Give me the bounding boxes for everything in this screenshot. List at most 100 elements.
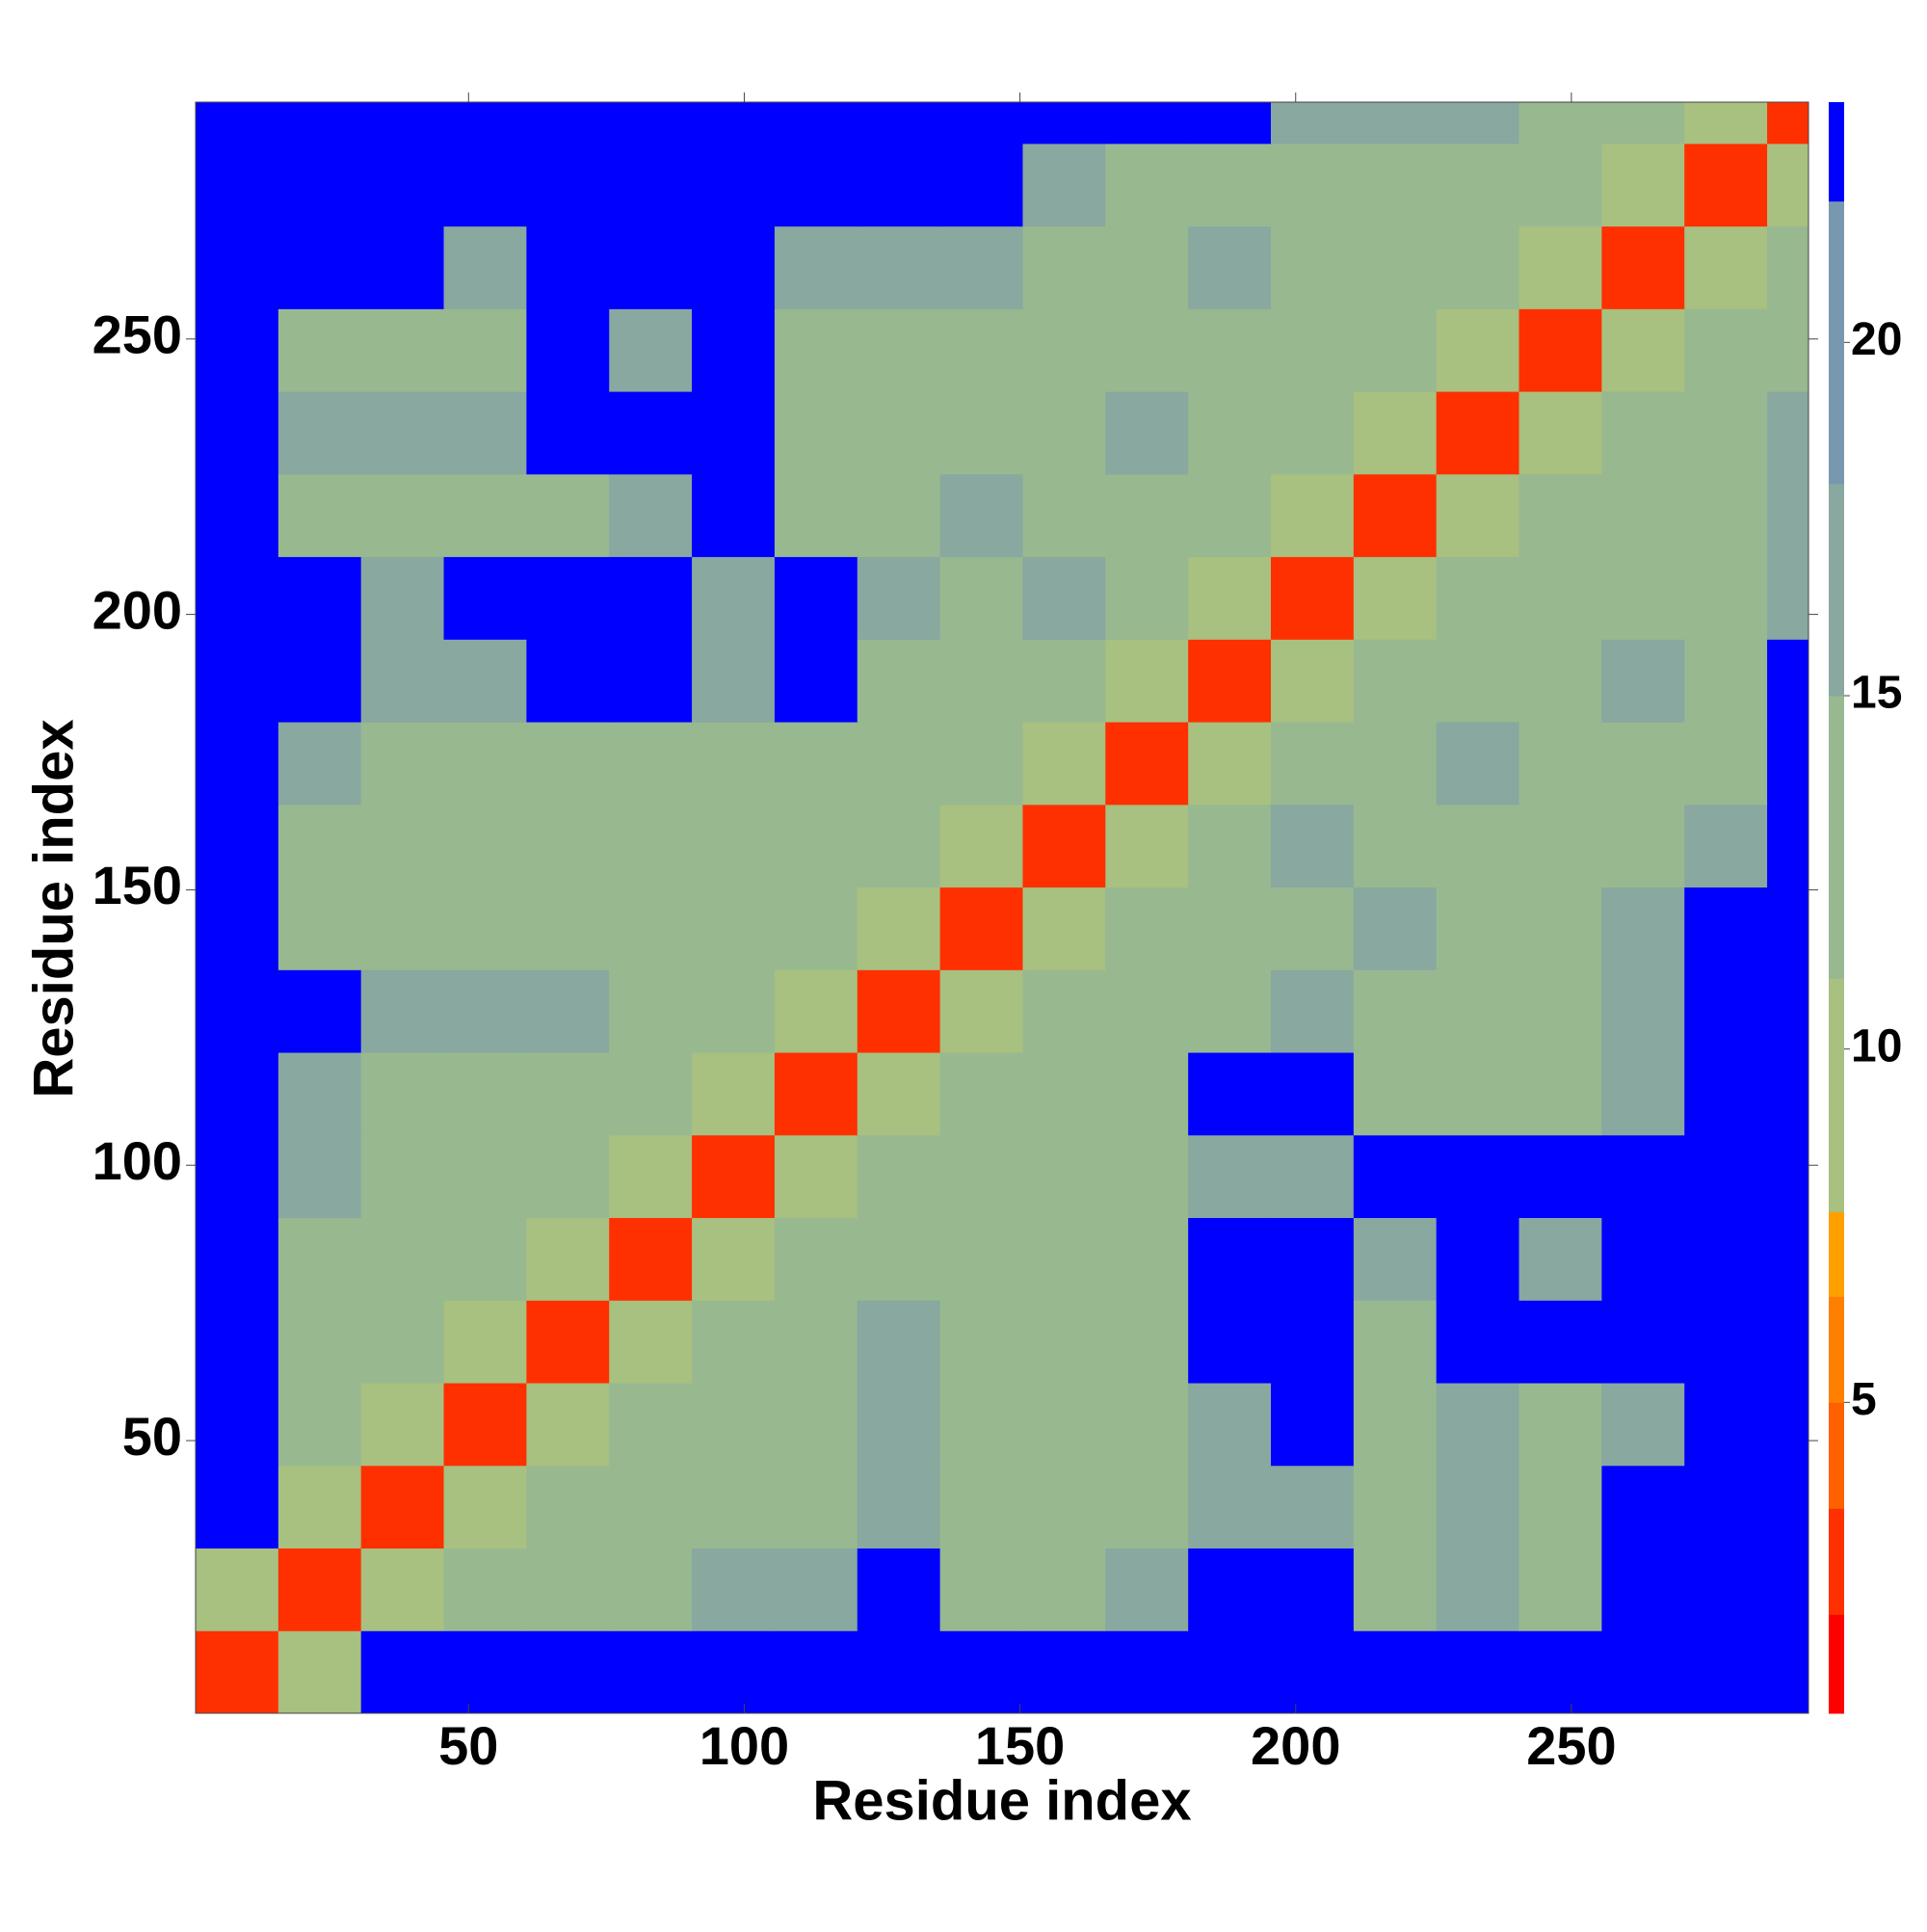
heat-cell <box>939 308 1023 392</box>
heat-cell <box>1188 308 1272 392</box>
heat-cell <box>1601 556 1685 640</box>
heat-cell <box>1353 1383 1438 1467</box>
heat-cell <box>196 556 279 640</box>
heat-cell <box>196 804 279 888</box>
heat-cell <box>939 473 1023 558</box>
heat-cell <box>857 473 941 558</box>
heat-cell <box>1436 1630 1520 1713</box>
heat-cell <box>774 887 858 970</box>
heat-cell <box>1105 804 1189 888</box>
heat-cell <box>443 1217 527 1301</box>
heat-cell <box>277 1548 362 1631</box>
heat-cell <box>774 1217 858 1301</box>
heat-cell <box>1022 473 1106 558</box>
heat-cell <box>1188 102 1272 145</box>
colorbar-tick-label: 10 <box>1851 1020 1902 1072</box>
heat-cell <box>1353 143 1438 227</box>
heat-cell <box>1105 143 1189 227</box>
heat-cell <box>1188 887 1272 970</box>
heat-cell <box>857 887 941 970</box>
heat-cell <box>857 102 941 145</box>
heat-cell <box>277 473 362 558</box>
heat-cell <box>1188 639 1272 723</box>
heat-cell <box>277 969 362 1053</box>
heat-cell <box>1767 1052 1808 1136</box>
heat-cell <box>443 1383 527 1467</box>
heat-cell <box>692 722 776 806</box>
heat-cell <box>774 1465 858 1549</box>
heat-cell <box>1271 1630 1355 1713</box>
heat-cell <box>1436 391 1520 475</box>
heat-cell <box>774 102 858 145</box>
heat-cell <box>1271 1465 1355 1549</box>
heat-cell <box>443 639 527 723</box>
heat-cell <box>360 804 445 888</box>
heat-cell <box>939 969 1023 1053</box>
colorbar-band <box>1829 102 1844 202</box>
heat-cell <box>443 969 527 1053</box>
heat-cell <box>609 473 693 558</box>
heat-cell <box>1767 102 1808 145</box>
heat-cell <box>443 1548 527 1631</box>
heat-cell <box>1767 225 1808 309</box>
heat-cell <box>774 391 858 475</box>
heat-cell <box>1684 639 1768 723</box>
heat-cell <box>1436 225 1520 309</box>
heat-cell <box>609 887 693 970</box>
colorbar-band <box>1829 200 1844 485</box>
heat-cell <box>1105 1548 1189 1631</box>
heat-cell <box>1271 143 1355 227</box>
heat-cell <box>1105 102 1189 145</box>
heat-cell <box>1022 308 1106 392</box>
heat-cell <box>1353 1217 1438 1301</box>
heat-cell <box>1105 887 1189 970</box>
heat-cell <box>1436 1383 1520 1467</box>
heat-cell <box>196 1300 279 1384</box>
heat-cell <box>1518 1383 1602 1467</box>
heat-cell <box>443 1052 527 1136</box>
colorbar-band <box>1829 1508 1844 1615</box>
heat-cell <box>1684 102 1768 145</box>
heat-cell <box>1022 639 1106 723</box>
heat-cell <box>196 391 279 475</box>
heat-cell <box>1353 473 1438 558</box>
heat-cell <box>1022 804 1106 888</box>
heat-cell <box>1518 308 1602 392</box>
y-tick-label: 50 <box>122 1406 182 1467</box>
heat-cell <box>1353 1465 1438 1549</box>
heat-cell <box>1105 1134 1189 1219</box>
heat-cell <box>526 556 610 640</box>
heat-cell <box>1601 722 1685 806</box>
y-tick-label: 100 <box>92 1130 182 1191</box>
heat-cell <box>1767 1300 1808 1384</box>
heat-cell <box>1518 1300 1602 1384</box>
heat-cell <box>443 308 527 392</box>
heat-cell <box>443 1300 527 1384</box>
heat-cell <box>1436 1217 1520 1301</box>
heat-cell <box>1518 1134 1602 1219</box>
heat-cell <box>360 1134 445 1219</box>
heat-cell <box>1271 1548 1355 1631</box>
heat-cell <box>1767 969 1808 1053</box>
heat-cell <box>1767 1465 1808 1549</box>
heat-cell <box>1105 1465 1189 1549</box>
heat-cell <box>774 1134 858 1219</box>
heat-cell <box>1601 804 1685 888</box>
heat-cell <box>277 722 362 806</box>
heat-cell <box>692 1548 776 1631</box>
heat-cell <box>1767 639 1808 723</box>
heat-cell <box>1022 1052 1106 1136</box>
heat-cell <box>692 1052 776 1136</box>
heat-cell <box>443 1465 527 1549</box>
heat-cell <box>1767 887 1808 970</box>
heat-cell <box>1022 225 1106 309</box>
heat-cell <box>939 1217 1023 1301</box>
heat-cell <box>1684 1465 1768 1549</box>
heat-cell <box>857 143 941 227</box>
heat-cell <box>1601 473 1685 558</box>
heat-cell <box>939 556 1023 640</box>
heat-cell <box>277 225 362 309</box>
heat-cell <box>277 804 362 888</box>
heat-cell <box>360 391 445 475</box>
heat-cell <box>526 1300 610 1384</box>
